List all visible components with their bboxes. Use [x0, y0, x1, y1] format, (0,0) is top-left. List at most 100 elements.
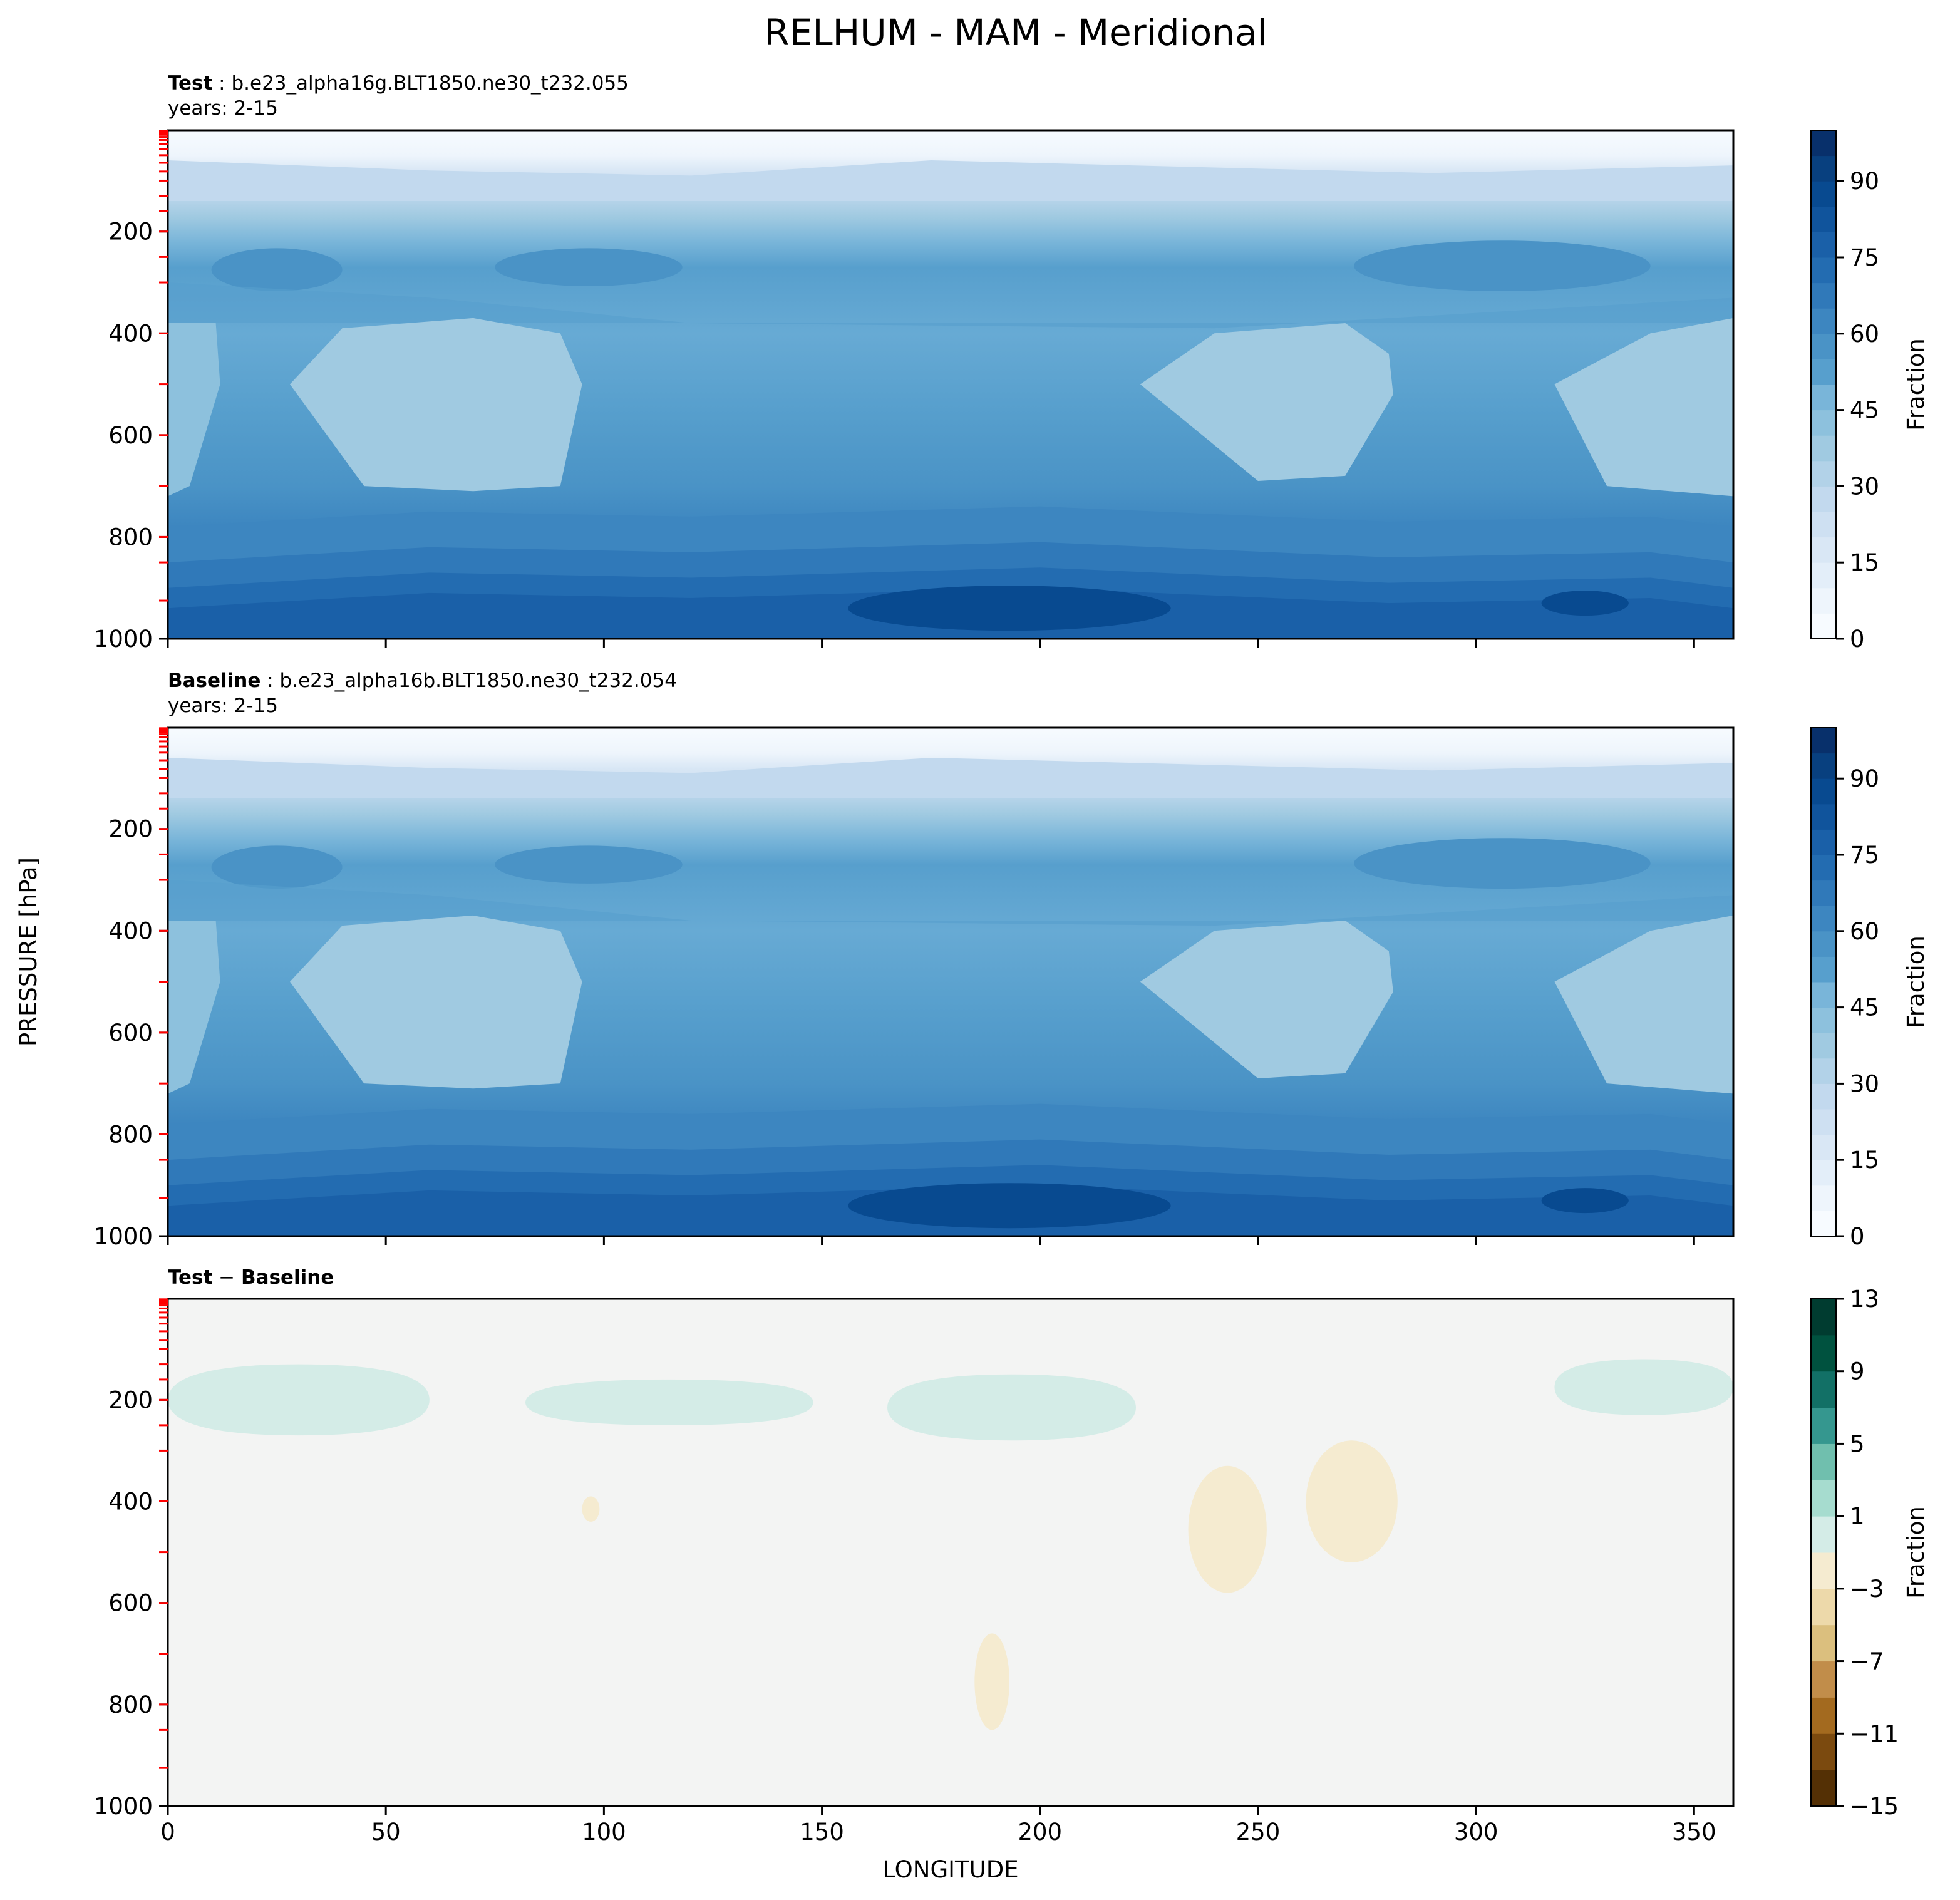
colorbar-segment [1811, 728, 1836, 754]
upper-band [168, 757, 1733, 798]
colorbar-segment [1811, 829, 1836, 855]
y-tick-label: 400 [108, 320, 153, 347]
colorbar-segment [1811, 308, 1836, 334]
colorbar-frame [1810, 130, 1837, 639]
moist-blob [211, 248, 343, 292]
colorbar-segment [1811, 410, 1836, 436]
colorbar-label: Fraction [1902, 1506, 1929, 1599]
colorbar-segment [1811, 906, 1836, 932]
colorbar-tick-label: 15 [1850, 1147, 1879, 1174]
colorbar-segment [1811, 359, 1836, 385]
y-tick-label: 600 [108, 1020, 153, 1046]
colorbar-tick-label: 60 [1850, 918, 1879, 945]
colorbar-segment [1811, 537, 1836, 563]
negative-region [1306, 1440, 1398, 1562]
colorbar-segment [1811, 1480, 1836, 1517]
y-tick-label: 600 [108, 1590, 153, 1617]
colorbar-segment [1811, 1371, 1836, 1408]
moist-blob [1354, 838, 1651, 889]
colorbar-segment [1811, 1733, 1836, 1770]
colorbar-segment [1811, 803, 1836, 830]
baseline-label: Baseline [168, 669, 260, 692]
diff-colorbar: −15 −11 −7 −3 1 5 9 13 Fraction [1810, 1286, 1929, 1820]
colorbar-segment [1811, 880, 1836, 906]
diff-label-b: Baseline [241, 1266, 334, 1289]
dry-pocket-east [1554, 915, 1733, 1094]
moist-blob [495, 845, 683, 884]
y-tick-label: 200 [108, 1386, 153, 1413]
y-tick-label: 200 [108, 219, 153, 245]
y-tick-label: 800 [108, 524, 153, 550]
dry-pocket-central [1140, 323, 1393, 482]
colorbar-segment [1811, 1007, 1836, 1033]
colorbar-tick-label: 0 [1850, 626, 1865, 653]
baseline-colorbar: 0 15 30 45 60 75 90 Fraction [1810, 727, 1929, 1250]
colorbar-tick-label: 45 [1850, 397, 1879, 424]
colorbar-segment [1811, 1661, 1836, 1698]
colorbar-segment [1811, 855, 1836, 881]
pacific-moist-core [848, 586, 1171, 631]
baseline-plot-area [168, 728, 1733, 1236]
colorbar-tick-label: 45 [1850, 994, 1879, 1021]
colorbar-segment [1811, 931, 1836, 957]
colorbar-tick-label: 60 [1850, 321, 1879, 348]
colorbar-tick-label: −15 [1850, 1793, 1899, 1820]
colorbar-segment [1811, 1770, 1836, 1807]
colorbar-segment [1811, 982, 1836, 1008]
colorbar-segment [1811, 956, 1836, 983]
y-tick-label: 1000 [94, 1223, 153, 1250]
y-axis-label: PRESSURE [hPa] [15, 857, 42, 1046]
colorbar-segment [1811, 257, 1836, 284]
dry-pocket-west [289, 915, 582, 1089]
baseline-years: years: 2-15 [168, 694, 278, 717]
colorbar-segment [1811, 181, 1836, 207]
colorbar-segment [1811, 512, 1836, 538]
colorbar-tick-label: −11 [1850, 1720, 1899, 1747]
positive-region [168, 1364, 430, 1436]
test-label: Test [168, 72, 213, 95]
test-axes: 200 400 600 800 1000 [94, 130, 1695, 653]
x-axis-label: LONGITUDE [882, 1856, 1018, 1883]
diff-background [168, 1299, 1733, 1806]
atlantic-moist-core [1541, 591, 1629, 616]
x-tick-label: 300 [1454, 1819, 1498, 1846]
baseline-panel: Baseline : b.e23_alpha16b.BLT1850.ne30_t… [94, 669, 1929, 1250]
colorbar-tick-label: 0 [1850, 1223, 1865, 1250]
y-tick-label: 1000 [94, 1793, 153, 1820]
colorbar-segment [1811, 753, 1836, 779]
colorbar-segment [1811, 1299, 1836, 1336]
colorbar-segment [1811, 1407, 1836, 1444]
colorbar-segment [1811, 778, 1836, 805]
colorbar-segment [1811, 1697, 1836, 1734]
colorbar-segment [1811, 1588, 1836, 1626]
baseline-colon: : [260, 669, 279, 692]
colorbar-segment [1811, 1516, 1836, 1553]
colorbar-segment [1811, 1134, 1836, 1160]
x-tick-label: 200 [1018, 1819, 1062, 1846]
dry-pocket-central [1140, 921, 1393, 1079]
colorbar-label: Fraction [1902, 338, 1929, 431]
dry-pocket-edge [168, 921, 220, 1094]
test-panel-title: Test : b.e23_alpha16g.BLT1850.ne30_t232.… [168, 72, 629, 95]
colorbar-label: Fraction [1902, 936, 1929, 1028]
test-panel: Test : b.e23_alpha16g.BLT1850.ne30_t232.… [94, 72, 1929, 653]
colorbar-segment [1811, 1083, 1836, 1110]
mid-layer [168, 282, 1733, 329]
positive-region [525, 1379, 813, 1425]
colorbar-tick-label: 90 [1850, 765, 1879, 792]
negative-region [1188, 1465, 1267, 1593]
y-tick-label: 800 [108, 1691, 153, 1718]
colorbar-segment [1811, 1058, 1836, 1084]
dry-pocket-edge [168, 323, 220, 497]
colorbar-segment [1811, 1624, 1836, 1662]
colorbar-segment [1811, 435, 1836, 462]
y-tick-label: 400 [108, 1489, 153, 1515]
colorbar-segment [1811, 1109, 1836, 1135]
colorbar-segment [1811, 130, 1836, 157]
baseline-axes: 200 400 600 800 1000 [94, 727, 1695, 1250]
x-tick-label: 150 [800, 1819, 844, 1846]
dry-pocket-east [1554, 318, 1733, 497]
colorbar-segment [1811, 1160, 1836, 1186]
colorbar-segment [1811, 232, 1836, 258]
